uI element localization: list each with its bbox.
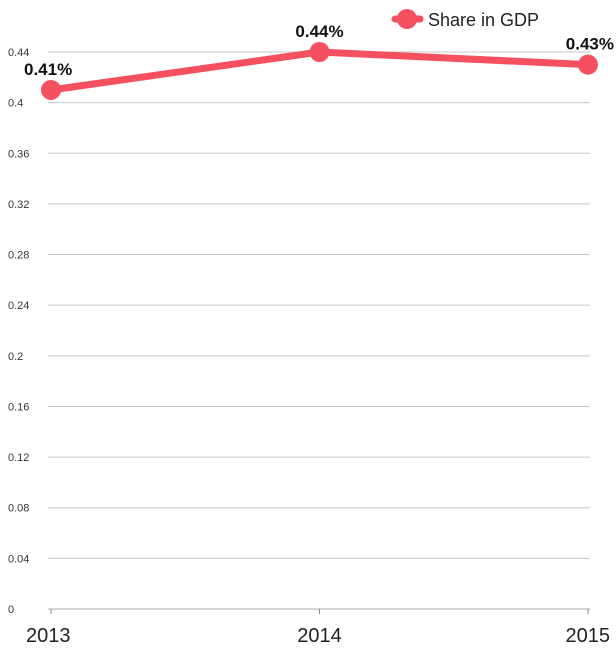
y-tick-label: 0.28	[8, 250, 29, 262]
y-tick-label: 0.32	[8, 199, 29, 211]
data-point	[309, 42, 330, 62]
legend-label: Share in GDP	[428, 10, 539, 30]
data-label: 0.41%	[24, 60, 72, 79]
legend: Share in GDP	[391, 9, 539, 30]
x-tick-label: 2014	[297, 625, 342, 647]
y-tick-label: 0.04	[8, 553, 29, 565]
y-tick-label: 0.44	[8, 47, 29, 59]
y-tick-label: 0.08	[8, 503, 29, 515]
series-share-in-gdp: 0.41% 0.44% 0.43%	[24, 22, 614, 100]
y-tick-label: 0.24	[8, 300, 29, 312]
data-point	[41, 79, 61, 100]
y-tick-label: 0.36	[8, 148, 29, 160]
y-tick-label: 0	[8, 604, 14, 616]
data-point	[578, 54, 598, 75]
data-label: 0.44%	[295, 22, 343, 41]
y-tick-label: 0.2	[8, 351, 23, 363]
y-tick-label: 0.12	[8, 452, 29, 464]
x-tick-label: 2013	[26, 625, 71, 647]
x-tick-label: 2015	[566, 625, 611, 647]
grid-lines	[48, 51, 590, 610]
y-tick-label: 0.4	[8, 98, 23, 110]
y-tick-label: 0.16	[8, 401, 29, 413]
data-label: 0.43%	[566, 35, 614, 54]
y-axis: 0 0.04 0.08 0.12 0.16 0.2 0.24 0.28 0.32 0.36 0.4 0…	[8, 47, 29, 616]
x-axis: 2013 2014 2015	[26, 609, 610, 647]
legend-marker	[397, 9, 417, 29]
